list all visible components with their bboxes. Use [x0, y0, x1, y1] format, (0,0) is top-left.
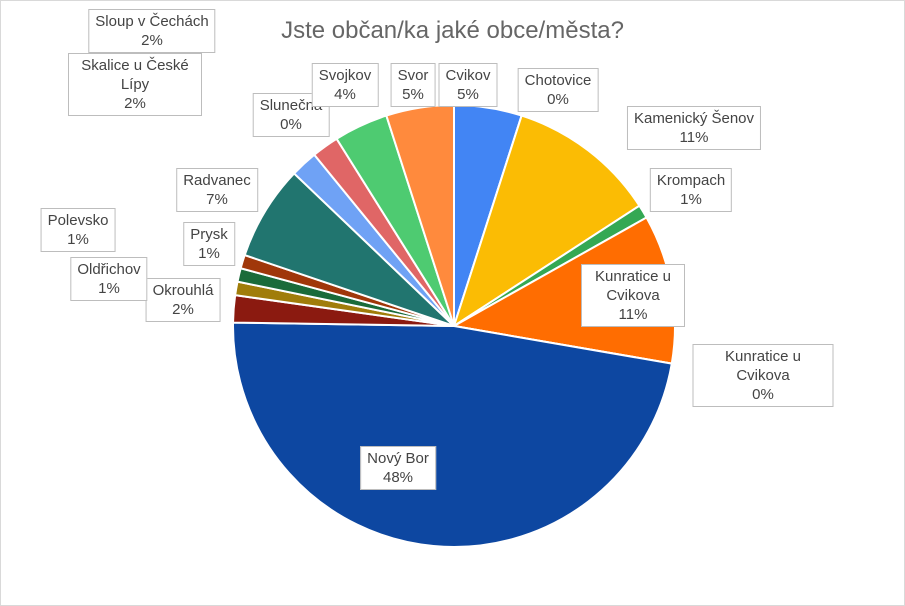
label-category: Nový Bor [367, 450, 429, 467]
label-category: Prysk [190, 226, 228, 243]
chart-title: Jste občan/ka jaké obce/města? [281, 17, 624, 44]
label-value: 0% [547, 91, 569, 108]
label-value: 0% [752, 386, 774, 403]
label-value: 1% [198, 245, 220, 262]
data-label: Kamenický Šenov 11% [626, 106, 762, 150]
label-category: Slunečná [259, 97, 323, 114]
data-label: Radvanec 7% [176, 168, 258, 212]
data-label: Krompach 1% [649, 168, 733, 212]
data-label: Svojkov 4% [311, 63, 379, 107]
label-value: 11% [679, 129, 709, 146]
data-label: Kunratice u Cvikova 0% [692, 344, 834, 407]
label-category: Oldřichov [77, 261, 141, 278]
data-label: Cvikov 5% [438, 63, 498, 107]
label-category: Polevsko [47, 212, 109, 229]
label-value: 0% [280, 116, 302, 133]
label-value: 2% [172, 301, 194, 318]
data-label: Oldřichov 1% [70, 257, 148, 301]
label-category: Kamenický Šenov [633, 110, 755, 127]
label-value: 2% [141, 32, 163, 49]
data-label: Chotovice 0% [517, 68, 599, 112]
label-category: Radvanec [183, 172, 251, 189]
label-value: 48% [382, 469, 414, 486]
label-category: Svor [397, 67, 429, 84]
label-category: Kunratice u Cvikova [595, 268, 671, 304]
label-value: 11% [618, 306, 648, 323]
pie-slice [232, 321, 673, 548]
label-value: 1% [98, 280, 120, 297]
label-value: 1% [67, 231, 89, 248]
label-category: Skalice u České Lípy [81, 57, 189, 93]
label-category: Okrouhlá [152, 282, 214, 299]
label-category: Cvikov [445, 67, 491, 84]
data-label: Kunratice u Cvikova 11% [581, 264, 685, 327]
label-value: 7% [206, 191, 228, 208]
label-value: 5% [457, 86, 479, 103]
data-label: Svor 5% [390, 63, 436, 107]
label-value: 5% [402, 86, 424, 103]
data-label: Okrouhlá 2% [145, 278, 221, 322]
label-category: Kunratice u Cvikova [725, 348, 801, 384]
label-value: 2% [124, 95, 146, 112]
label-value: 4% [334, 86, 356, 103]
label-category: Svojkov [318, 67, 372, 84]
label-category: Sloup v Čechách [95, 13, 209, 30]
label-category: Krompach [656, 172, 726, 189]
data-label: Prysk 1% [183, 222, 235, 266]
data-label: Skalice u České Lípy 2% [68, 53, 202, 116]
label-category: Chotovice [524, 72, 592, 89]
data-label: Polevsko 1% [40, 208, 116, 252]
pie-slice [452, 114, 641, 329]
data-label: Sloup v Čechách 2% [88, 9, 216, 53]
label-value: 1% [680, 191, 702, 208]
data-label: Nový Bor 48% [360, 446, 436, 490]
